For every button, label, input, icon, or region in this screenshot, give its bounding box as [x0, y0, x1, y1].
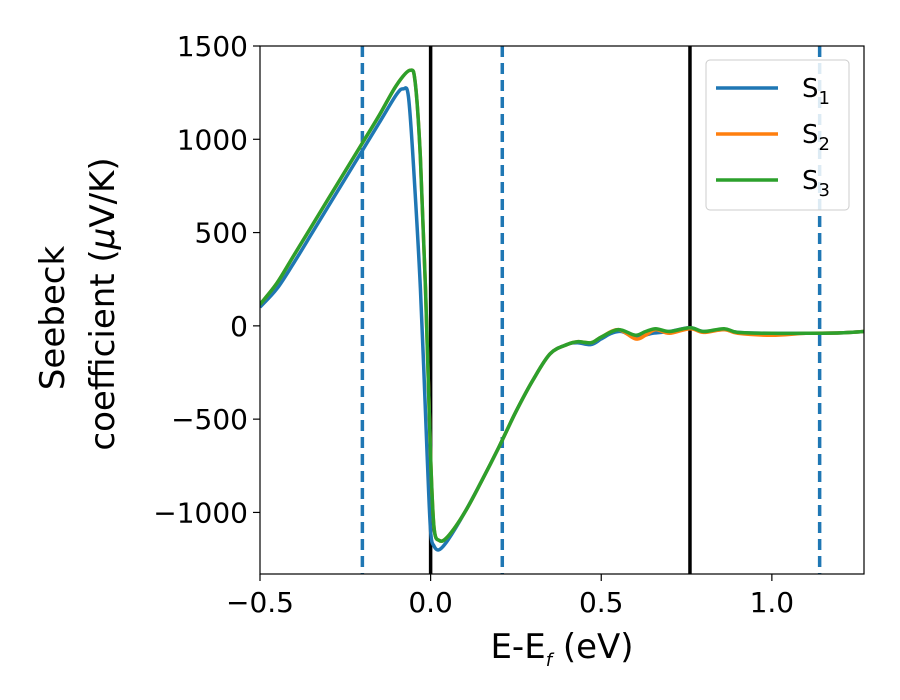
y-tick-label: 1000	[177, 123, 248, 156]
y-tick-label: −500	[171, 403, 248, 436]
y-tick-label: 1500	[177, 30, 248, 63]
legend: S1 S2 S3	[705, 59, 850, 211]
y-tick-label: 0	[230, 310, 248, 343]
series-line-s3	[260, 68, 864, 543]
y-tick-label: −1000	[153, 496, 248, 529]
y-axis-label-line2: coefficient (μV/K)	[83, 157, 123, 450]
legend-label-s3: S3	[802, 166, 830, 201]
legend-label-s1: S1	[802, 74, 830, 109]
x-axis-label: E-Ef (eV)	[490, 627, 633, 671]
x-tick-label: 1.0	[750, 586, 795, 619]
legend-label-s2: S2	[802, 120, 830, 155]
series-layer	[260, 68, 864, 552]
y-axis-label-line1: Seebeck	[33, 246, 73, 391]
y-tick-label: 500	[195, 217, 248, 250]
y-axis: −1000 −500 0 500 1000 1500	[153, 30, 260, 529]
x-tick-label: 0.5	[579, 586, 624, 619]
x-axis: −0.5 0.0 0.5 1.0	[226, 574, 794, 619]
x-tick-label: 0.0	[408, 586, 453, 619]
plot-frame	[259, 45, 865, 575]
reference-lines	[360, 46, 822, 574]
x-tick-label: −0.5	[226, 586, 294, 619]
